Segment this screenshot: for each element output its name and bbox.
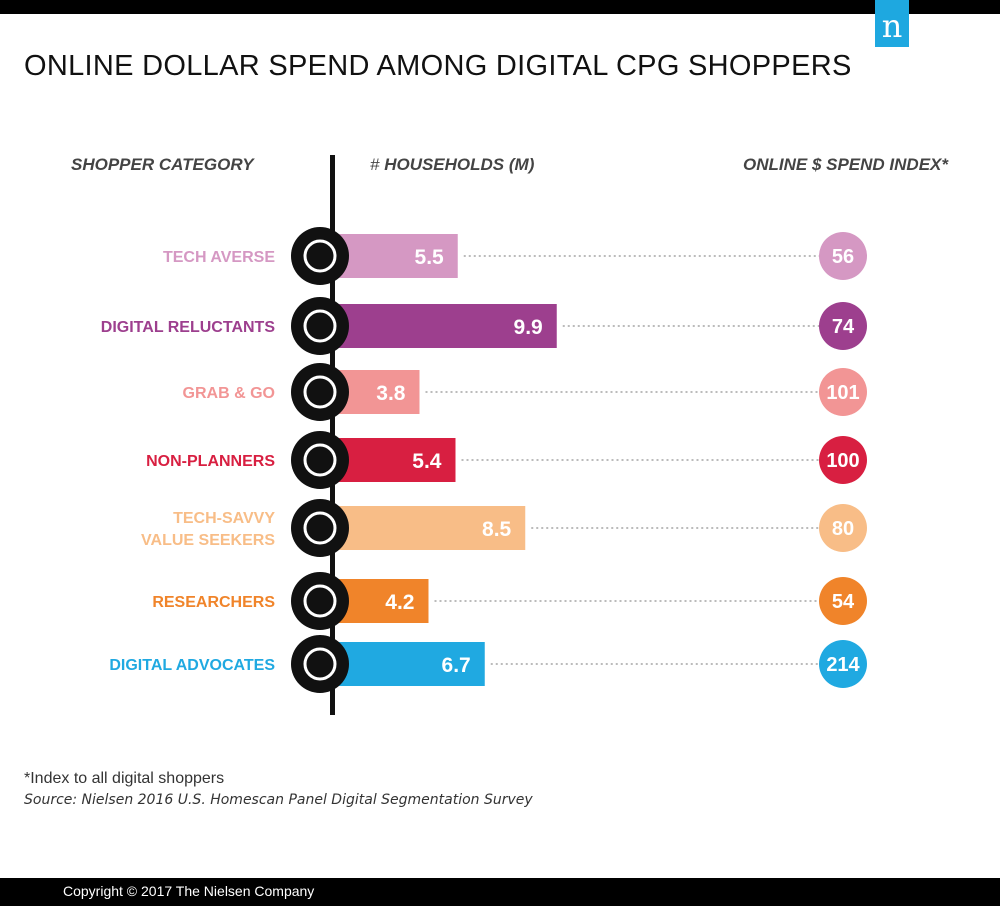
bar [334,304,557,348]
header-households-label: HOUSEHOLDS (M) [384,155,535,174]
top-bar [0,0,1000,14]
index-circle [819,436,867,484]
footnote: *Index to all digital shoppers [24,770,225,787]
bar [334,438,456,482]
index-circle [819,368,867,416]
bar-value-label: 8.5 [482,518,512,541]
category-label: DIGITAL RELUCTANTS [101,319,276,336]
scale-icon-glyph [303,309,337,343]
scale-icon [291,297,349,355]
copyright: Copyright © 2017 The Nielsen Company [63,883,315,899]
bar [334,579,429,623]
category-label: NON-PLANNERS [146,453,275,470]
index-value-label: 74 [832,316,855,338]
index-circle [819,232,867,280]
clock-icon-glyph [303,375,337,409]
category-label: TECH AVERSE [163,249,275,266]
header-index: ONLINE $ SPEND INDEX* [743,155,948,174]
category-label: TECH-SAVVY [173,510,275,527]
index-value-label: 56 [832,246,854,268]
bar [334,234,458,278]
header-shopper-category: SHOPPER CATEGORY [71,155,254,174]
bar-value-label: 4.2 [385,591,414,614]
index-circle [819,577,867,625]
category-label: GRAB & GO [183,385,275,402]
source-note: Source: Nielsen 2016 U.S. Homescan Panel… [24,792,533,808]
money-search-icon-glyph [303,511,337,545]
laptop-cart-icon [291,635,349,693]
index-circle [819,640,867,688]
category-label: DIGITAL ADVOCATES [109,657,275,674]
index-circle [819,302,867,350]
index-value-label: 80 [832,518,854,540]
no-list-icon-glyph [303,443,337,477]
bar [334,642,485,686]
store-icon-glyph [303,239,337,273]
magnifier-icon [291,572,349,630]
header-households-prefix: # [370,155,385,174]
category-label: VALUE SEEKERS [141,532,275,549]
chart-title: ONLINE DOLLAR SPEND AMONG DIGITAL CPG SH… [24,50,852,82]
bar-value-label: 5.5 [415,246,445,269]
category-label: RESEARCHERS [152,594,275,611]
money-search-icon [291,499,349,557]
index-value-label: 54 [832,591,855,613]
laptop-cart-icon-glyph [303,647,337,681]
header-households: # HOUSEHOLDS (M) [370,155,534,175]
bar-value-label: 5.4 [412,450,442,473]
copyright-bar: Copyright © 2017 The Nielsen Company [0,878,1000,906]
index-value-label: 100 [826,450,859,472]
index-circle [819,504,867,552]
magnifier-icon-glyph [303,584,337,618]
bar [334,506,526,550]
bar-value-label: 9.9 [514,316,543,339]
index-value-label: 214 [826,654,860,676]
store-icon [291,227,349,285]
no-list-icon [291,431,349,489]
bar-value-label: 6.7 [442,654,471,677]
index-value-label: 101 [826,382,859,404]
bar-value-label: 3.8 [376,382,406,405]
clock-icon [291,363,349,421]
nielsen-logo: n [875,0,909,47]
